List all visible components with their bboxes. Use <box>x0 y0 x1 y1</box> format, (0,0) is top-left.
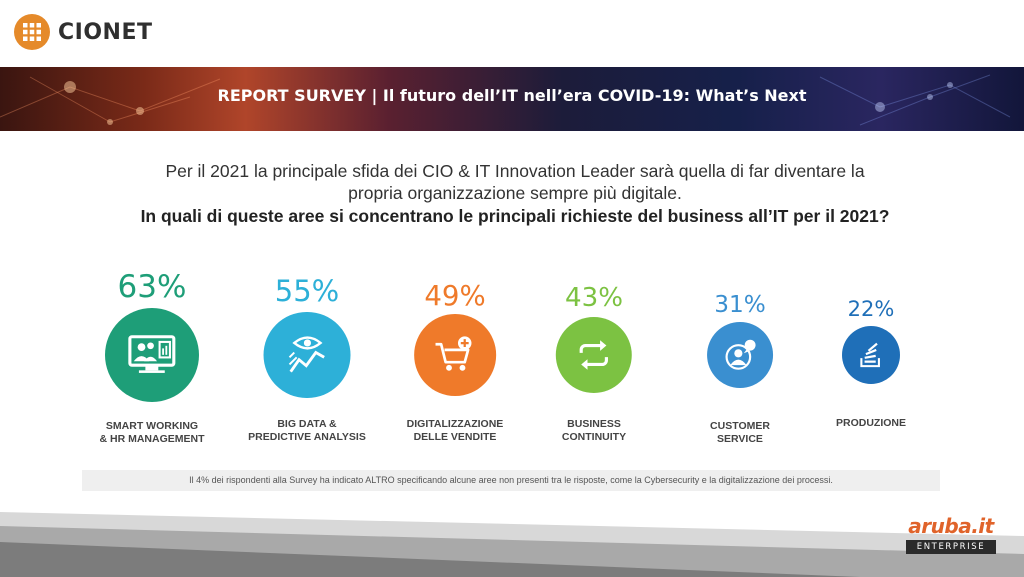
intro-text: Per il 2021 la principale sfida dei CIO … <box>120 160 910 204</box>
intro-line-2: propria organizzazione sempre più digita… <box>348 183 682 203</box>
value-bubble-6 <box>842 326 900 384</box>
category-label-line: SERVICE <box>717 433 763 445</box>
category-label-line: & HR MANAGEMENT <box>99 433 205 445</box>
eye-trend-icon <box>283 331 331 379</box>
value-bubble-4 <box>555 316 633 394</box>
percent-label-1: 63% <box>117 269 187 305</box>
category-label-line: CUSTOMER <box>710 420 770 432</box>
category-label-4: BUSINESS CONTINUITY <box>562 418 626 444</box>
remote-meeting-icon <box>126 329 178 381</box>
percent-label-3: 49% <box>424 278 486 312</box>
aruba-enterprise-label: ENTERPRISE <box>906 540 996 554</box>
percent-label-6: 22% <box>847 297 895 321</box>
category-label-6: PRODUZIONE <box>836 417 906 430</box>
category-label-3: DIGITALIZZAZIONE DELLE VENDITE <box>407 418 504 444</box>
value-bubble-1 <box>105 308 199 402</box>
brand-name: CIONET <box>58 19 153 45</box>
footnote: Il 4% dei rispondenti alla Survey ha ind… <box>82 470 940 491</box>
customer-chat-icon <box>722 337 758 373</box>
bottom-decoration <box>0 512 1024 577</box>
aruba-logo: aruba.it ENTERPRISE <box>906 514 996 554</box>
value-bubble-5 <box>707 322 773 388</box>
banner-title: REPORT SURVEY | Il futuro dell’IT nell’e… <box>217 86 807 105</box>
value-bubble-2 <box>263 311 351 399</box>
value-bubble-3 <box>414 314 496 396</box>
shopping-cart-icon <box>433 333 478 378</box>
cionet-logo: CIONET <box>14 14 152 50</box>
percent-label-4: 43% <box>565 282 623 313</box>
intro-line-1: Per il 2021 la principale sfida dei CIO … <box>165 161 865 181</box>
percent-label-2: 55% <box>274 274 340 309</box>
category-label-line: BUSINESS <box>567 418 621 430</box>
category-label-line: CONTINUITY <box>561 431 627 443</box>
category-label-line: BIG DATA & <box>277 418 337 430</box>
category-label-2: BIG DATA & PREDICTIVE ANALYSIS <box>248 418 366 444</box>
category-label-line: DELLE VENDITE <box>413 431 497 443</box>
percent-label-5: 31% <box>714 290 766 318</box>
survey-question: In quali di queste aree si concentrano l… <box>140 206 890 226</box>
title-banner: REPORT SURVEY | Il futuro dell’IT nell’e… <box>0 67 1024 131</box>
category-label-line: DIGITALIZZAZIONE <box>406 418 504 430</box>
category-label-line: SMART WORKING <box>105 420 199 432</box>
cycle-arrows-icon <box>573 334 615 376</box>
stack-production-icon <box>855 339 887 371</box>
category-label-line: PRODUZIONE <box>835 417 907 429</box>
banner-network-background <box>0 74 1011 126</box>
cionet-grid-icon <box>14 14 50 50</box>
category-label-1: SMART WORKING & HR MANAGEMENT <box>100 420 205 446</box>
category-label-5: CUSTOMER SERVICE <box>710 420 770 446</box>
aruba-wordmark: aruba.it <box>908 514 994 538</box>
category-label-line: PREDICTIVE ANALYSIS <box>248 431 366 443</box>
